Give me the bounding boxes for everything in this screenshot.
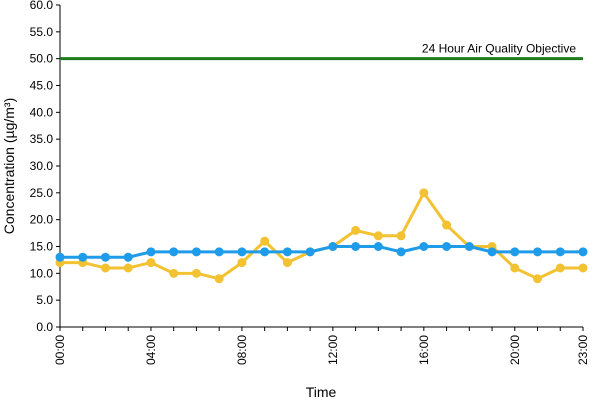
series-layer bbox=[55, 188, 588, 284]
objective-line-group: 24 Hour Air Quality Objective bbox=[60, 42, 583, 61]
y-tick-label: 40.0 bbox=[30, 105, 54, 119]
data-point bbox=[169, 268, 179, 278]
data-point bbox=[510, 247, 520, 257]
x-tick-label: 16:00 bbox=[417, 335, 431, 365]
data-point bbox=[419, 242, 429, 251]
data-point bbox=[533, 247, 543, 257]
series-line bbox=[60, 191, 583, 281]
data-point bbox=[510, 263, 520, 273]
data-point bbox=[260, 247, 270, 257]
x-tick-label: 20:00 bbox=[508, 335, 522, 365]
y-tick-label: 35.0 bbox=[30, 132, 54, 146]
y-tick-label: 45.0 bbox=[30, 79, 54, 93]
y-axis-title: Concentration (µg/m³) bbox=[1, 98, 17, 234]
data-point bbox=[396, 247, 406, 257]
data-point bbox=[146, 258, 156, 268]
x-tick-label: 12:00 bbox=[326, 335, 340, 365]
y-tick-label: 5.0 bbox=[36, 293, 53, 307]
y-tick-label: 20.0 bbox=[30, 213, 54, 227]
y-tick-label: 55.0 bbox=[30, 25, 54, 39]
data-point bbox=[419, 188, 429, 198]
data-point bbox=[214, 247, 224, 257]
y-tick-label: 60.0 bbox=[30, 0, 54, 12]
data-point bbox=[282, 258, 292, 268]
data-point bbox=[351, 242, 361, 251]
data-point bbox=[351, 225, 361, 235]
y-tick-label: 25.0 bbox=[30, 186, 54, 200]
data-point bbox=[260, 236, 270, 246]
data-point bbox=[123, 263, 133, 273]
x-axis-title: Time bbox=[306, 384, 337, 400]
data-point bbox=[396, 231, 406, 241]
x-tick-label: 08:00 bbox=[235, 335, 249, 365]
data-point bbox=[305, 247, 315, 257]
data-point bbox=[578, 247, 588, 257]
y-tick-label: 30.0 bbox=[30, 159, 54, 173]
data-point bbox=[100, 252, 110, 262]
data-point bbox=[214, 274, 224, 284]
data-point bbox=[328, 242, 338, 251]
data-point bbox=[78, 252, 88, 262]
data-point bbox=[237, 258, 247, 268]
data-point bbox=[237, 247, 247, 257]
data-point bbox=[442, 220, 452, 230]
y-tick-label: 15.0 bbox=[30, 240, 54, 254]
data-point bbox=[555, 247, 565, 257]
x-tick-label: 23:00 bbox=[576, 335, 590, 365]
data-point bbox=[100, 263, 110, 273]
x-tick-label: 00:00 bbox=[53, 335, 67, 365]
data-point bbox=[191, 268, 201, 278]
series-line bbox=[60, 245, 583, 259]
data-point bbox=[282, 247, 292, 257]
y-tick-label: 50.0 bbox=[30, 52, 54, 66]
data-point bbox=[464, 242, 474, 251]
data-point bbox=[442, 242, 452, 251]
series-0 bbox=[55, 188, 588, 284]
data-point bbox=[578, 263, 588, 273]
data-point bbox=[555, 263, 565, 273]
data-point bbox=[533, 274, 543, 284]
data-point bbox=[123, 252, 133, 262]
data-point bbox=[487, 247, 497, 257]
y-tick-label: 0.0 bbox=[36, 320, 53, 334]
data-point bbox=[373, 242, 383, 251]
x-tick-label: 04:00 bbox=[144, 335, 158, 365]
data-point bbox=[169, 247, 179, 257]
objective-label: 24 Hour Air Quality Objective bbox=[422, 42, 576, 56]
x-axis: 00:00 04:00 08:00 12:00 16:00 20:00 23:00 bbox=[53, 326, 590, 365]
data-point bbox=[191, 247, 201, 257]
data-point bbox=[373, 231, 383, 241]
y-axis: 0.0 5.0 10.0 15.0 20.0 25.0 30.0 35.0 40.0 45.0 50… bbox=[30, 0, 61, 334]
y-tick-label: 10.0 bbox=[30, 266, 54, 280]
data-point bbox=[55, 252, 65, 262]
data-point bbox=[146, 247, 156, 257]
series-1 bbox=[55, 242, 588, 262]
